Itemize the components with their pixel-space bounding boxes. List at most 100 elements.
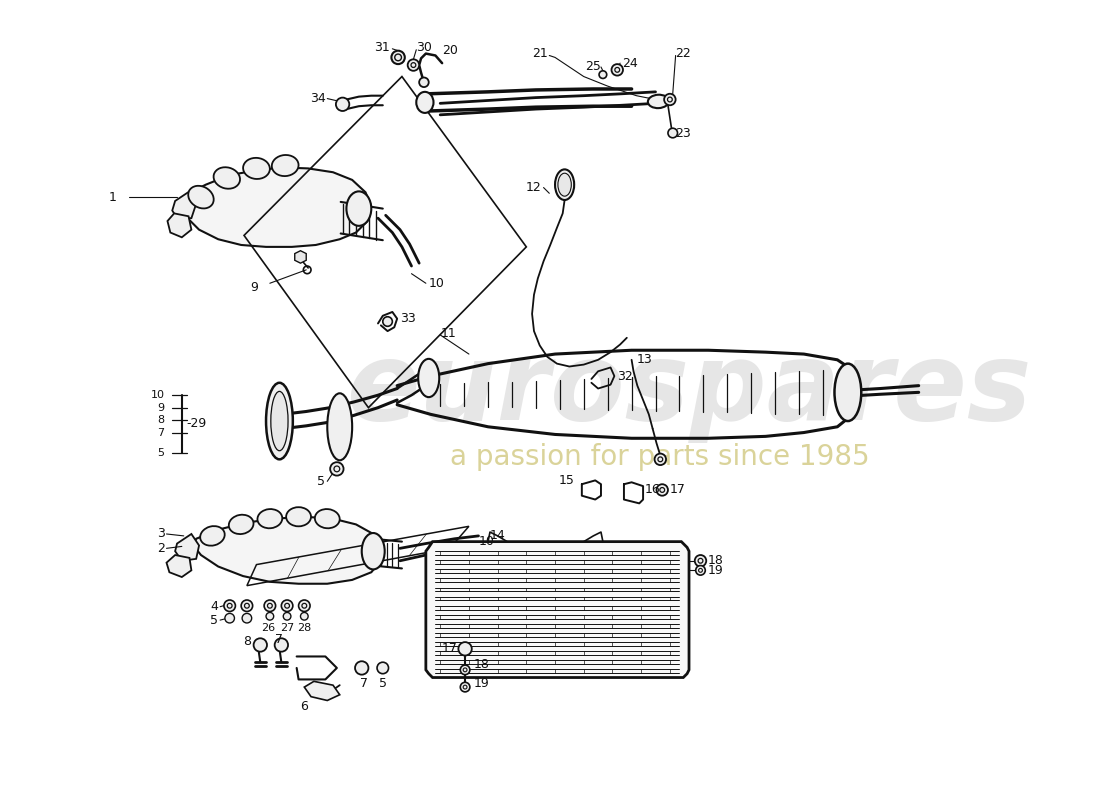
Circle shape [224, 614, 234, 623]
Text: 7: 7 [275, 633, 284, 646]
Polygon shape [173, 191, 196, 218]
Circle shape [419, 78, 429, 87]
Circle shape [282, 600, 293, 611]
Text: a passion for parts since 1985: a passion for parts since 1985 [451, 443, 870, 471]
Ellipse shape [416, 92, 433, 113]
Circle shape [460, 665, 470, 674]
Ellipse shape [188, 186, 213, 209]
Circle shape [695, 555, 706, 566]
Circle shape [695, 566, 705, 575]
Ellipse shape [286, 507, 311, 526]
Text: 7: 7 [360, 677, 367, 690]
Text: 3: 3 [156, 527, 165, 541]
Text: 21: 21 [531, 47, 548, 60]
Circle shape [275, 638, 288, 652]
Text: 17: 17 [670, 483, 685, 497]
Ellipse shape [213, 167, 240, 189]
Circle shape [224, 600, 235, 611]
Text: eurospares: eurospares [346, 338, 1032, 443]
Text: 1: 1 [109, 190, 117, 204]
Ellipse shape [271, 391, 288, 450]
Ellipse shape [328, 394, 352, 460]
Polygon shape [175, 534, 199, 561]
Text: 20: 20 [442, 44, 458, 58]
Ellipse shape [648, 94, 669, 108]
Text: 17: 17 [441, 642, 458, 655]
Circle shape [600, 71, 607, 78]
Circle shape [300, 613, 308, 620]
Text: 18: 18 [708, 554, 724, 567]
Circle shape [330, 462, 343, 476]
Text: 5: 5 [210, 614, 218, 626]
Text: 13: 13 [637, 354, 652, 366]
Polygon shape [166, 555, 191, 577]
Circle shape [657, 484, 668, 496]
Ellipse shape [243, 158, 270, 179]
Circle shape [242, 614, 252, 623]
Circle shape [654, 454, 666, 465]
Text: 10: 10 [429, 277, 444, 290]
Text: 30: 30 [416, 42, 432, 54]
Circle shape [668, 128, 678, 138]
Text: 9: 9 [251, 281, 258, 294]
Ellipse shape [418, 359, 439, 397]
Text: 19: 19 [708, 564, 724, 577]
Circle shape [254, 638, 267, 652]
Text: 10: 10 [151, 390, 165, 400]
Text: 7: 7 [157, 427, 165, 438]
Circle shape [264, 600, 276, 611]
Text: 2: 2 [156, 542, 165, 555]
Text: 18: 18 [474, 658, 490, 670]
Text: 16: 16 [645, 483, 661, 497]
Ellipse shape [835, 364, 861, 421]
Text: 8: 8 [157, 415, 165, 425]
Circle shape [266, 613, 274, 620]
Text: 4: 4 [210, 600, 218, 614]
Ellipse shape [200, 526, 224, 546]
Text: 32: 32 [617, 370, 632, 382]
Text: 6: 6 [300, 700, 308, 713]
Text: 31: 31 [374, 42, 389, 54]
Text: 5: 5 [157, 448, 165, 458]
Text: 23: 23 [675, 127, 692, 141]
Text: -29: -29 [187, 418, 207, 430]
Circle shape [612, 64, 623, 75]
Circle shape [241, 600, 253, 611]
Text: 12: 12 [526, 181, 541, 194]
Circle shape [336, 98, 350, 111]
Text: 8: 8 [243, 634, 251, 648]
Ellipse shape [266, 382, 293, 459]
Text: 15: 15 [559, 474, 574, 487]
Circle shape [355, 662, 368, 674]
Ellipse shape [257, 509, 283, 528]
Ellipse shape [229, 514, 253, 534]
Circle shape [298, 600, 310, 611]
Polygon shape [167, 214, 191, 238]
Text: 34: 34 [309, 92, 326, 105]
Ellipse shape [362, 533, 385, 570]
Text: 14: 14 [490, 530, 506, 542]
Text: 27: 27 [280, 622, 294, 633]
Circle shape [284, 613, 290, 620]
Text: 26: 26 [261, 622, 275, 633]
Text: 28: 28 [297, 622, 311, 633]
Text: 19: 19 [474, 677, 490, 690]
Text: 5: 5 [318, 475, 326, 488]
Text: 5: 5 [378, 677, 387, 690]
Text: 25: 25 [585, 61, 601, 74]
Circle shape [459, 642, 472, 655]
Text: 10: 10 [478, 535, 494, 548]
Ellipse shape [315, 509, 340, 528]
Circle shape [664, 94, 675, 106]
Polygon shape [194, 517, 383, 584]
Text: 22: 22 [674, 47, 691, 60]
Ellipse shape [346, 191, 372, 226]
Text: 11: 11 [440, 326, 456, 339]
Ellipse shape [558, 173, 571, 196]
Polygon shape [184, 167, 372, 247]
Polygon shape [426, 542, 689, 678]
Polygon shape [305, 682, 340, 701]
Circle shape [383, 317, 393, 326]
Text: 24: 24 [621, 57, 638, 70]
Polygon shape [295, 250, 306, 263]
